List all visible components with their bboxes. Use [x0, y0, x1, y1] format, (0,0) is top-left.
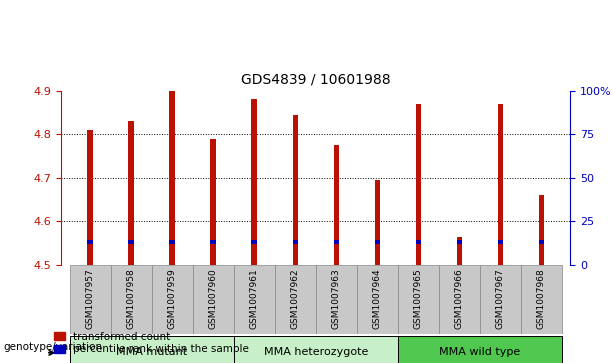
Bar — [416, 104, 421, 265]
Bar — [457, 240, 462, 244]
Bar — [498, 240, 503, 244]
Bar — [539, 195, 544, 265]
Bar — [210, 139, 216, 265]
Bar — [251, 99, 257, 265]
Bar — [69, 265, 110, 334]
Bar — [292, 240, 298, 244]
Bar — [110, 265, 151, 334]
Text: genotype/variation: genotype/variation — [3, 342, 102, 352]
Text: MMA heterozygote: MMA heterozygote — [264, 347, 368, 357]
Bar — [128, 121, 134, 265]
Bar — [169, 240, 175, 244]
Text: GSM1007966: GSM1007966 — [455, 269, 464, 329]
Text: MMA wild type: MMA wild type — [439, 347, 520, 357]
Bar — [375, 180, 380, 265]
Text: GSM1007963: GSM1007963 — [332, 269, 341, 329]
Bar — [88, 130, 93, 265]
Text: GSM1007959: GSM1007959 — [167, 269, 177, 329]
Bar — [88, 240, 93, 244]
Bar — [357, 265, 398, 334]
Bar — [439, 265, 480, 334]
Text: GSM1007962: GSM1007962 — [291, 269, 300, 329]
Bar — [151, 265, 192, 334]
Text: GSM1007965: GSM1007965 — [414, 269, 423, 329]
Bar — [169, 91, 175, 265]
Bar — [333, 145, 339, 265]
Bar — [398, 336, 562, 363]
Bar — [480, 265, 521, 334]
Text: GSM1007967: GSM1007967 — [496, 269, 505, 329]
Legend: transformed count, percentile rank within the sample: transformed count, percentile rank withi… — [54, 332, 249, 354]
Bar — [251, 240, 257, 244]
Bar — [69, 336, 234, 363]
Text: GSM1007964: GSM1007964 — [373, 269, 382, 329]
Bar — [457, 237, 462, 265]
Bar — [539, 240, 544, 244]
Bar — [275, 265, 316, 334]
Text: GSM1007961: GSM1007961 — [249, 269, 259, 329]
Bar — [498, 104, 503, 265]
Bar — [210, 240, 216, 244]
Bar — [416, 240, 421, 244]
Bar — [375, 240, 380, 244]
Text: GSM1007968: GSM1007968 — [537, 269, 546, 329]
Text: MMA mutant: MMA mutant — [116, 347, 187, 357]
Bar — [398, 265, 439, 334]
Bar — [316, 265, 357, 334]
Bar — [292, 115, 298, 265]
Text: GSM1007960: GSM1007960 — [208, 269, 218, 329]
Bar — [234, 336, 398, 363]
Bar — [333, 240, 339, 244]
Title: GDS4839 / 10601988: GDS4839 / 10601988 — [241, 73, 390, 87]
Bar — [234, 265, 275, 334]
Bar — [192, 265, 234, 334]
Bar — [128, 240, 134, 244]
Text: GSM1007957: GSM1007957 — [86, 269, 94, 329]
Text: GSM1007958: GSM1007958 — [126, 269, 135, 329]
Bar — [521, 265, 562, 334]
